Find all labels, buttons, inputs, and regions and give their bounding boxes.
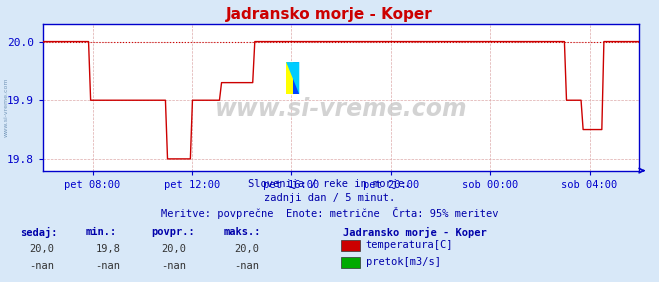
Text: Jadransko morje - Koper: Jadransko morje - Koper	[226, 7, 433, 22]
Text: www.si-vreme.com: www.si-vreme.com	[215, 97, 467, 121]
Text: 20,0: 20,0	[161, 244, 186, 254]
Text: Slovenija / reke in morje.: Slovenija / reke in morje.	[248, 179, 411, 189]
Text: -nan: -nan	[234, 261, 259, 271]
Text: zadnji dan / 5 minut.: zadnji dan / 5 minut.	[264, 193, 395, 203]
Polygon shape	[286, 62, 299, 94]
Text: povpr.:: povpr.:	[152, 227, 195, 237]
Text: www.si-vreme.com: www.si-vreme.com	[3, 78, 9, 137]
Text: Meritve: povprečne  Enote: metrične  Črta: 95% meritev: Meritve: povprečne Enote: metrične Črta:…	[161, 207, 498, 219]
Text: temperatura[C]: temperatura[C]	[366, 240, 453, 250]
Text: -nan: -nan	[96, 261, 121, 271]
Text: 20,0: 20,0	[234, 244, 259, 254]
Text: sedaj:: sedaj:	[20, 227, 57, 238]
Text: -nan: -nan	[30, 261, 55, 271]
Text: Jadransko morje - Koper: Jadransko morje - Koper	[343, 227, 486, 238]
Text: min.:: min.:	[86, 227, 117, 237]
FancyBboxPatch shape	[286, 62, 293, 94]
Text: maks.:: maks.:	[224, 227, 262, 237]
Text: -nan: -nan	[161, 261, 186, 271]
FancyBboxPatch shape	[293, 62, 299, 94]
Text: 19,8: 19,8	[96, 244, 121, 254]
Text: 20,0: 20,0	[30, 244, 55, 254]
Text: pretok[m3/s]: pretok[m3/s]	[366, 257, 441, 267]
